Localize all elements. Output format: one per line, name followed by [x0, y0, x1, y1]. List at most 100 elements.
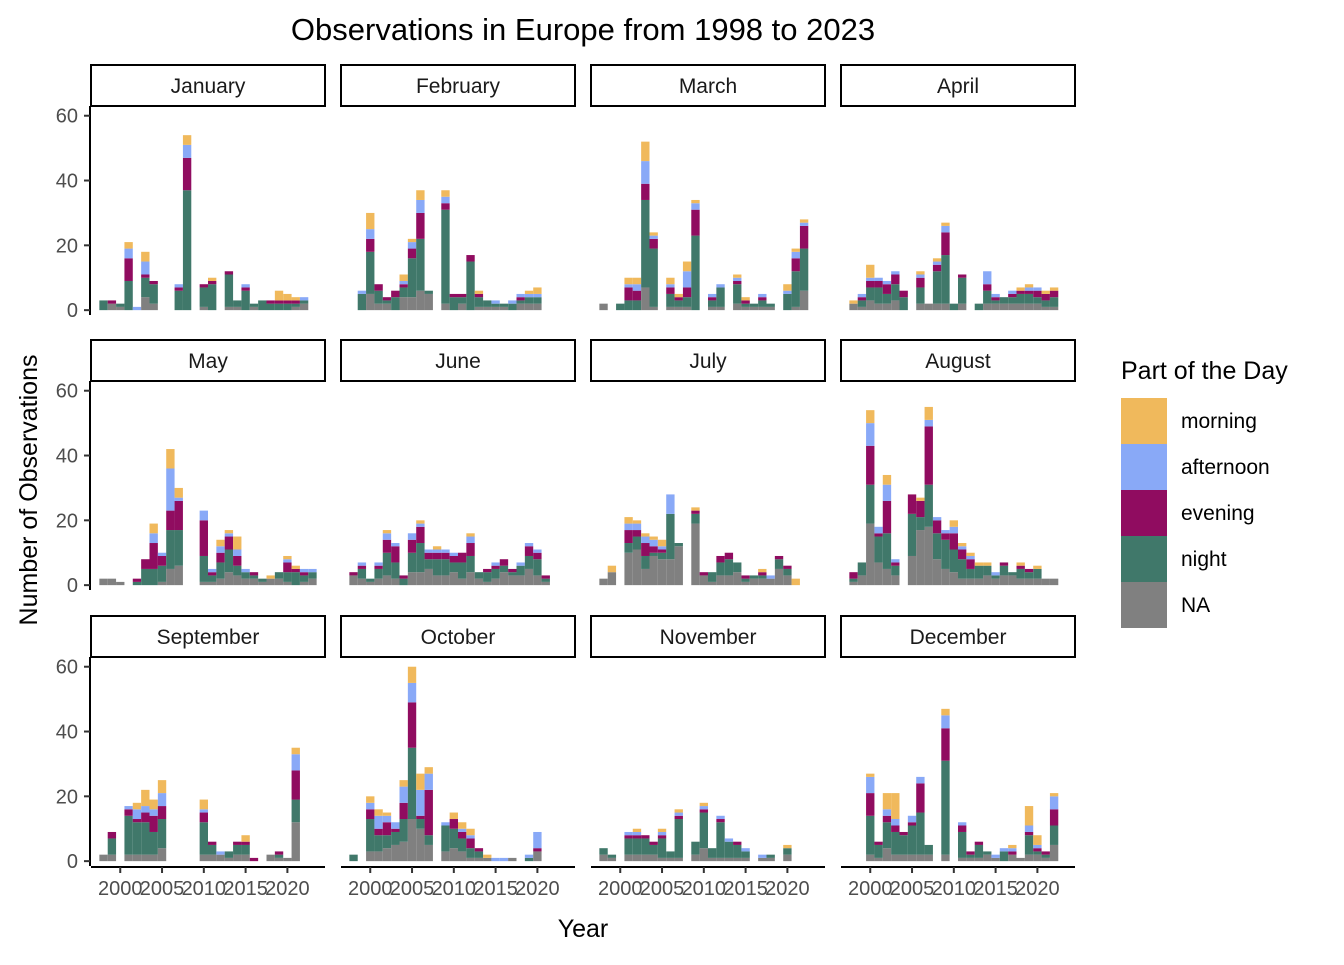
facet-label-june: June	[435, 350, 481, 373]
bar-segment-night-2010	[949, 303, 958, 311]
bar-segment-afternoon-2008	[682, 271, 692, 288]
bar-segment-night-2006	[666, 513, 675, 560]
bar-segment-night-2013	[224, 549, 234, 573]
bar-segment-afternoon-2012	[716, 815, 725, 820]
bar-segment-evening-2001	[624, 530, 633, 544]
bar-segment-evening-2000	[866, 280, 875, 288]
bar-segment-night-2015	[241, 572, 250, 579]
bar-segment-night-2007	[174, 290, 183, 311]
bar-segment-na-2002	[882, 303, 892, 311]
bar-segment-na-2004	[149, 303, 158, 311]
bar-segment-evening-2005	[157, 806, 167, 820]
bar-segment-evening-2001	[374, 828, 383, 836]
bar-segment-evening-2011	[208, 572, 217, 576]
facet-panel-may: May 0 20 40 60	[56, 339, 326, 597]
bar-segment-na-2017	[258, 581, 267, 586]
bar-segment-na-2016	[499, 572, 509, 586]
bar-segment-evening-2007	[674, 815, 683, 820]
bar-segment-evening-2003	[391, 546, 400, 563]
bar-segment-evening-2022	[1049, 809, 1059, 826]
bar-segment-night-2004	[149, 284, 158, 304]
bar-segment-evening-2014	[983, 284, 992, 291]
bar-segment-night-2013	[724, 559, 734, 576]
bar-segment-evening-2003	[141, 559, 150, 569]
bar-segment-night-2019	[524, 555, 534, 569]
bar-segment-evening-2012	[966, 559, 975, 569]
bar-segment-afternoon-2006	[666, 494, 675, 514]
bar-segment-night-2016	[249, 303, 259, 307]
bar-segment-morning-1999	[607, 565, 617, 573]
bar-segment-night-2017	[258, 578, 267, 582]
legend-label-morning: morning	[1181, 410, 1257, 433]
bar-segment-na-2014	[233, 854, 242, 862]
bar-segment-na-2007	[424, 844, 433, 862]
bar-segment-evening-2006	[416, 212, 425, 239]
bar-segment-afternoon-2001	[874, 526, 883, 534]
bar-segment-night-2004	[649, 844, 658, 855]
bar-segment-na-2007	[424, 568, 433, 586]
bar-segment-morning-2007	[674, 293, 683, 298]
bar-segment-afternoon-2005	[407, 682, 417, 703]
facet-strip-march	[590, 64, 826, 107]
bar-segment-afternoon-2004	[649, 539, 658, 547]
bar-segment-afternoon-2003	[141, 806, 150, 813]
bar-segment-na-2022	[1049, 578, 1059, 586]
bar-segment-night-2010	[199, 555, 208, 582]
bar-segment-evening-2009	[441, 203, 450, 210]
bar-segment-na-1999	[107, 578, 117, 586]
bar-segment-na-2004	[649, 854, 658, 862]
bar-segment-na-2014	[733, 572, 742, 586]
bar-segment-morning-2006	[916, 497, 925, 501]
bar-segment-evening-1999	[857, 297, 867, 301]
bar-segment-night-2011	[208, 284, 217, 311]
bar-segment-evening-2001	[374, 284, 383, 291]
bar-segment-night-2019	[774, 559, 784, 569]
bar-segment-afternoon-2003	[891, 819, 900, 826]
facet-label-february: February	[416, 75, 501, 98]
bar-segment-night-2015	[991, 300, 1000, 304]
bar-segment-na-2008	[682, 306, 692, 311]
bar-segment-night-2002	[382, 552, 392, 576]
legend-swatch-afternoon	[1121, 444, 1167, 490]
bar-segment-morning-2012	[466, 828, 475, 836]
bar-segment-evening-2021	[541, 575, 550, 579]
bar-segment-na-2008	[932, 559, 942, 586]
bar-segment-morning-2008	[682, 261, 692, 272]
bar-segment-na-2004	[399, 841, 408, 862]
bar-segment-afternoon-2009	[441, 822, 450, 826]
x-tick-label: 2015	[973, 878, 1018, 900]
x-tick-label: 2020	[515, 878, 560, 900]
bar-segment-morning-2012	[966, 552, 975, 556]
bar-segment-na-2000	[116, 306, 125, 311]
bar-segment-night-2016	[749, 303, 759, 307]
bar-segment-morning-2007	[174, 487, 183, 498]
bar-segment-night-2021	[291, 572, 300, 586]
x-tick-label: 2010	[182, 878, 227, 900]
x-tick-label: 2005	[890, 878, 935, 900]
legend-items: morning afternoon evening night NA	[1121, 398, 1270, 628]
bar-segment-na-2006	[916, 530, 925, 586]
bar-segment-na-2002	[132, 854, 142, 862]
bar-segment-evening-2020	[283, 300, 292, 304]
bar-segment-night-2016	[999, 565, 1009, 576]
bar-segment-evening-2016	[499, 559, 509, 566]
y-tick-label: 20	[56, 235, 78, 257]
bar-segment-morning-2008	[432, 546, 442, 550]
bar-segment-afternoon-2006	[166, 468, 175, 511]
bar-segment-na-2005	[657, 559, 667, 586]
bar-segment-morning-2011	[208, 277, 217, 281]
bar-segment-night-2014	[483, 572, 492, 582]
bar-segment-morning-2000	[366, 796, 375, 803]
facet-strip-november	[590, 615, 826, 658]
bar-segment-afternoon-2009	[691, 203, 700, 210]
bar-segment-na-2012	[716, 575, 725, 586]
bar-segment-afternoon-2022	[1049, 796, 1059, 810]
bar-segment-evening-2018	[1016, 565, 1025, 569]
bar-segment-afternoon-2005	[407, 533, 417, 540]
bar-segment-evening-2001	[874, 280, 883, 288]
bar-segment-afternoon-2009	[441, 549, 450, 553]
bars-december	[866, 708, 1059, 862]
bar-segment-na-2007	[924, 854, 933, 862]
